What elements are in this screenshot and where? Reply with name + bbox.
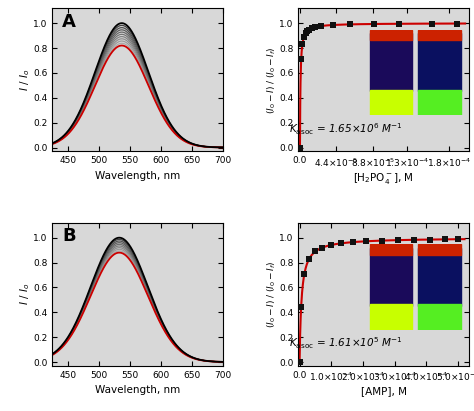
X-axis label: [AMP], M: [AMP], M (361, 386, 407, 396)
Point (428, 20, 436, 27)
Point (302, 30, 310, 36)
Point (371, 21, 378, 27)
Point (363, 238, 370, 245)
Point (308, 25, 315, 32)
Point (297, 303, 305, 310)
Point (328, 242, 335, 248)
Y-axis label: $(I_0-I)$ / $(I_0-I_f)$: $(I_0-I)$ / $(I_0-I_f)$ (265, 46, 278, 113)
Y-axis label: $(I_0-I)$ / $(I_0-I_f)$: $(I_0-I)$ / $(I_0-I_f)$ (265, 261, 278, 328)
Text: B: B (63, 227, 76, 245)
Point (378, 237, 386, 244)
Point (346, 21, 353, 28)
X-axis label: [H$_2$PO$_4^-$], M: [H$_2$PO$_4^-$], M (354, 171, 414, 186)
Point (305, 256, 313, 262)
Point (301, 271, 308, 277)
Point (329, 22, 337, 28)
Point (442, 236, 449, 242)
Y-axis label: $I$ / $I_o$: $I$ / $I_o$ (18, 69, 31, 91)
Point (318, 245, 326, 251)
Point (394, 237, 401, 243)
Point (426, 236, 433, 243)
Text: $K_{\mathrm{asoc}}$ = 1.65$\times$10$^{6}$ M$^{-1}$: $K_{\mathrm{asoc}}$ = 1.65$\times$10$^{6… (290, 121, 403, 137)
Point (395, 21, 403, 27)
Point (410, 236, 418, 243)
Point (337, 240, 345, 247)
Point (301, 33, 308, 40)
Point (317, 23, 324, 29)
Point (297, 55, 305, 62)
Point (455, 236, 462, 242)
Point (296, 359, 303, 365)
Point (305, 26, 313, 33)
Point (311, 24, 319, 30)
Point (453, 20, 461, 27)
Point (299, 41, 306, 47)
X-axis label: Wavelength, nm: Wavelength, nm (95, 171, 180, 181)
X-axis label: Wavelength, nm: Wavelength, nm (95, 385, 180, 395)
Point (350, 239, 357, 245)
Y-axis label: $I$ / $I_o$: $I$ / $I_o$ (18, 283, 31, 305)
Text: A: A (63, 12, 76, 30)
Point (311, 248, 319, 255)
Point (296, 144, 304, 151)
Point (304, 28, 311, 34)
Text: $K_{\mathrm{asoc}}$ = 1.61$\times$10$^{5}$ M$^{-1}$: $K_{\mathrm{asoc}}$ = 1.61$\times$10$^{5… (290, 336, 403, 351)
